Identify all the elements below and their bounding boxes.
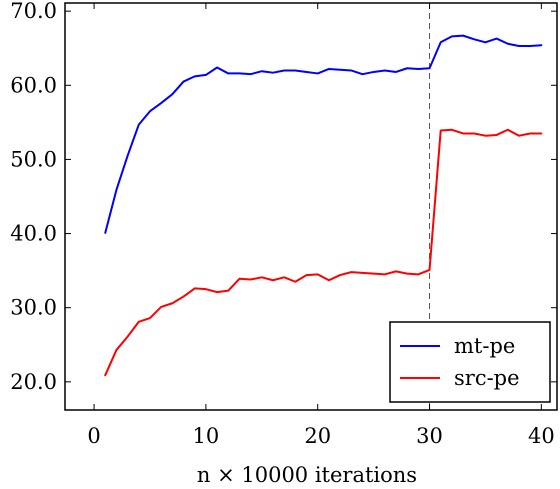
y-tick-label: 30.0	[10, 296, 57, 320]
x-tick-label: 40	[528, 424, 555, 448]
x-tick-label: 20	[304, 424, 331, 448]
y-tick-label: 40.0	[10, 222, 57, 246]
x-tick-label: 10	[193, 424, 220, 448]
axis-ticks: 0 10 20 30 40 20.0 30.0 40.0 50.0 60.0 70.0	[10, 0, 557, 448]
legend-label: src-pe	[454, 366, 520, 390]
x-tick-label: 30	[416, 424, 443, 448]
series-line-mt-pe	[104, 34, 543, 234]
series-line-src-pe	[104, 128, 543, 377]
x-axis-label: n × 10000 iterations	[197, 463, 417, 484]
plot-marks	[104, 3, 543, 410]
plot-frame	[64, 2, 558, 411]
y-tick-label: 60.0	[10, 73, 57, 97]
y-tick-label: 50.0	[10, 147, 57, 171]
y-tick-label: 20.0	[10, 370, 57, 394]
x-tick-label: 0	[87, 424, 100, 448]
legend-label: mt-pe	[454, 334, 515, 358]
legend-box	[389, 321, 551, 403]
legend: mt-pe src-pe	[389, 321, 551, 403]
y-tick-label: 70.0	[10, 0, 57, 23]
